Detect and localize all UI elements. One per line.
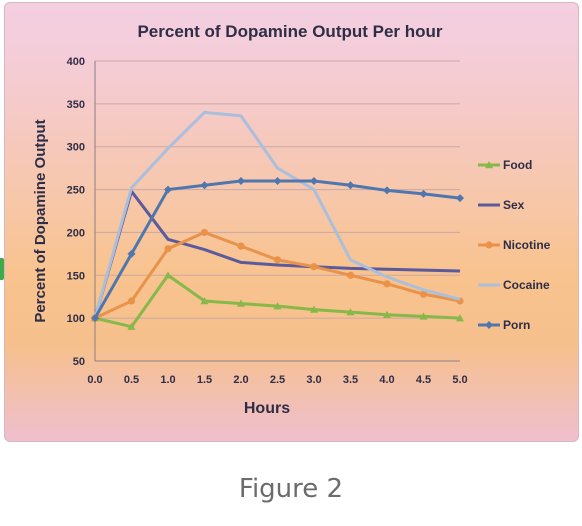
x-tick-label: 5.0 — [452, 374, 467, 386]
x-tick-label: 1.5 — [197, 374, 212, 386]
data-point-food — [200, 297, 209, 305]
data-point-porn — [383, 186, 391, 195]
series-line-cocaine — [93, 110, 461, 319]
y-tick-label: 350 — [67, 99, 85, 111]
x-tick-label: 1.0 — [160, 374, 175, 386]
legend-label-food: Food — [503, 158, 532, 172]
x-axis-label: Hours — [244, 400, 290, 417]
data-point-food — [237, 299, 245, 307]
legend-label-sex: Sex — [503, 198, 525, 212]
data-point-food — [273, 302, 282, 310]
data-point-porn — [127, 249, 136, 258]
x-tick-label: 0.5 — [124, 374, 139, 386]
x-tick-label: 0.0 — [87, 374, 102, 386]
data-point-food — [346, 308, 355, 316]
y-tick-label: 100 — [67, 313, 85, 325]
data-point-food — [383, 310, 391, 318]
data-point-nicotine — [200, 228, 209, 237]
legend-marker-food — [485, 161, 493, 169]
legend-label-cocaine: Cocaine — [503, 278, 550, 292]
data-point-nicotine — [346, 271, 355, 279]
legend-label-porn: Porn — [503, 318, 530, 332]
plot-area: 50 100 150 200 250 300 350 400 0.0 0.5 1.0 1.5 2.0 2.… — [67, 56, 468, 386]
data-point-porn — [346, 181, 355, 190]
legend-marker-nicotine — [485, 241, 493, 249]
legend-label-nicotine: Nicotine — [503, 238, 551, 252]
y-axis-label: Percent of Dopamine Output — [32, 119, 49, 322]
data-point-porn — [237, 177, 245, 185]
data-point-nicotine — [237, 242, 245, 250]
data-point-nicotine — [419, 290, 428, 298]
y-tick-label: 200 — [67, 227, 85, 239]
series-line-porn — [93, 179, 461, 319]
data-point-nicotine — [383, 280, 391, 288]
y-tick-label: 50 — [73, 356, 85, 368]
data-point-porn — [310, 177, 318, 185]
data-point-food — [164, 271, 172, 279]
data-point-porn — [419, 189, 428, 198]
legend-marker-porn — [485, 321, 493, 329]
chart-title: Percent of Dopamine Output Per hour — [137, 22, 442, 41]
data-point-food — [456, 314, 464, 322]
data-point-food — [310, 305, 318, 313]
figure-caption: Figure 2 — [238, 474, 344, 504]
data-point-food — [127, 322, 136, 330]
data-point-porn — [200, 181, 209, 190]
data-point-porn — [91, 314, 99, 323]
data-point-nicotine — [164, 245, 172, 253]
line-chart: Percent of Dopamine Output Per hour Perc… — [32, 22, 551, 417]
side-tab-marker — [0, 258, 4, 280]
data-point-porn — [456, 194, 464, 203]
y-tick-label: 400 — [67, 56, 85, 68]
x-tick-label: 4.0 — [379, 374, 394, 386]
data-point-nicotine — [273, 256, 282, 264]
chart-frame: Percent of Dopamine Output Per hour Perc… — [4, 2, 579, 442]
x-tick-label: 3.0 — [306, 374, 321, 386]
data-point-porn — [164, 185, 172, 194]
x-tick-label: 4.5 — [416, 374, 431, 386]
x-tick-label: 2.5 — [270, 374, 285, 386]
series-line-sex — [93, 189, 461, 319]
y-tick-label: 300 — [67, 142, 85, 154]
legend: Food Sex Nicotine Cocaine Porn — [478, 158, 551, 332]
y-tick-label: 150 — [67, 270, 85, 282]
data-point-nicotine — [310, 263, 318, 271]
data-point-food — [419, 312, 428, 320]
data-point-porn — [273, 177, 282, 185]
y-tick-label: 250 — [67, 185, 85, 197]
x-tick-label: 3.5 — [343, 374, 358, 386]
x-tick-label: 2.0 — [233, 374, 248, 386]
data-point-nicotine — [127, 297, 136, 305]
